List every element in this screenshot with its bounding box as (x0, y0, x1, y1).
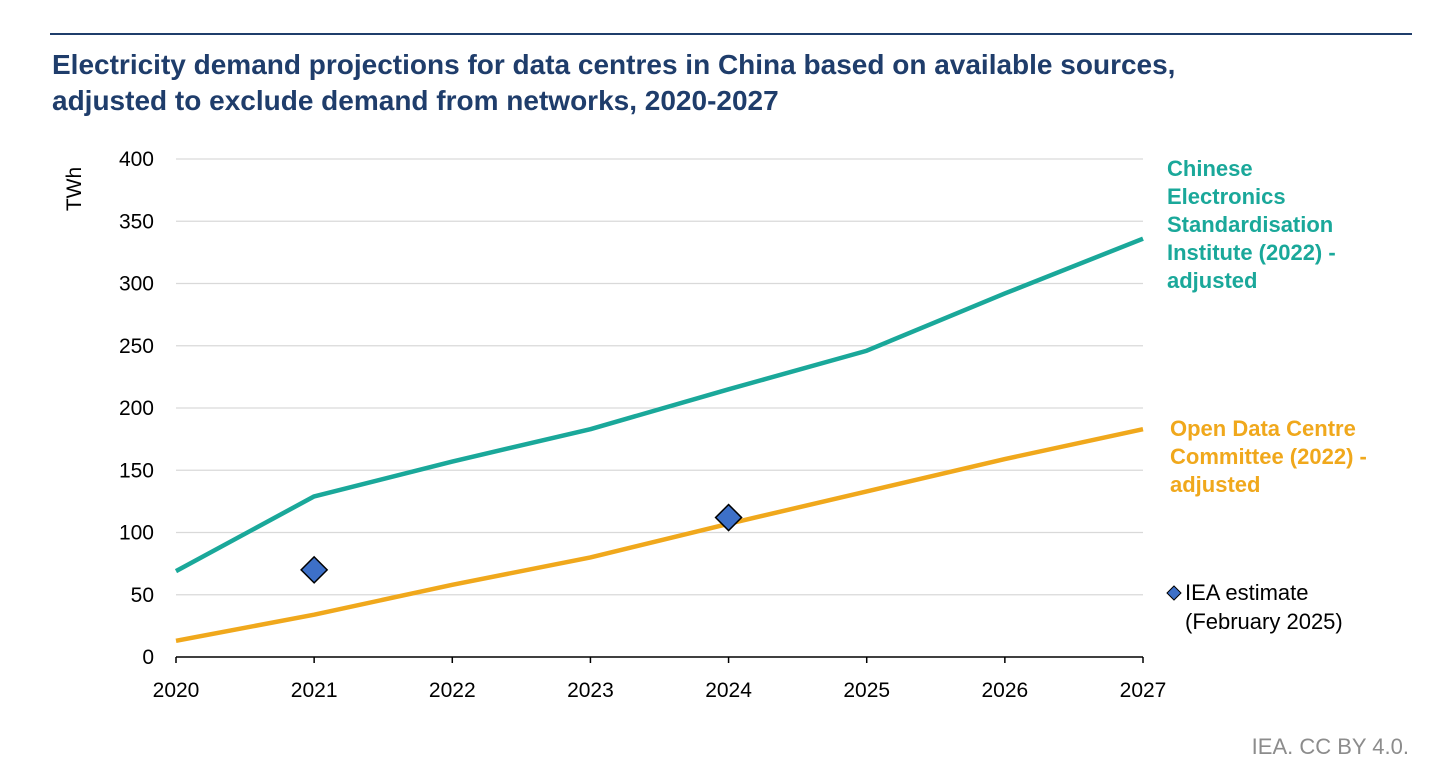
gridlines (176, 158, 1143, 596)
series-label-line: Electronics (1167, 184, 1286, 209)
y-tick-label: 150 (119, 459, 154, 482)
iea-estimate-marker (300, 555, 329, 584)
x-tick-label: 2020 (153, 679, 200, 702)
chart-title-line-1: Electricity demand projections for data … (52, 49, 1176, 80)
series-label-line: adjusted (1167, 268, 1257, 293)
y-tick-labels: 0 50 100 150 200 250 300 350 400 (119, 148, 154, 669)
legend-label-line: (February 2025) (1185, 609, 1343, 634)
series-label-line: adjusted (1170, 472, 1260, 497)
series-lines (174, 236, 1144, 644)
series-line-0 (174, 236, 1144, 574)
series-label-line: Standardisation (1167, 212, 1333, 237)
legend-label-line: IEA estimate (1185, 580, 1309, 605)
legend: IEA estimate (February 2025) (1166, 580, 1343, 634)
series-label-line: Committee (2022) - (1170, 444, 1367, 469)
iea-estimate-marker (714, 503, 743, 532)
series-label-0: Chinese Electronics Standardisation Institu… (1167, 156, 1336, 293)
x-tick-label: 2021 (291, 679, 338, 702)
y-tick-label: 100 (119, 522, 154, 545)
y-tick-label: 200 (119, 397, 154, 420)
x-tick-labels: 2020 2021 2022 2023 2024 2025 2026 2027 (153, 679, 1167, 702)
x-tick-label: 2025 (843, 679, 890, 702)
legend-label: IEA estimate (February 2025) (1185, 580, 1343, 634)
x-tick-label: 2024 (705, 679, 752, 702)
x-tick-label: 2026 (981, 679, 1028, 702)
chart-title: Electricity demand projections for data … (52, 47, 1412, 119)
y-tick-label: 400 (119, 148, 154, 171)
y-tick-label: 50 (131, 584, 154, 607)
series-label-line: Open Data Centre (1170, 416, 1356, 441)
x-tick-label: 2027 (1120, 679, 1167, 702)
y-tick-label: 350 (119, 210, 154, 233)
y-tick-label: 300 (119, 273, 154, 296)
credit-text: IEA. CC BY 4.0. (1251, 734, 1409, 759)
y-tick-label: 250 (119, 335, 154, 358)
series-label-line: Institute (2022) - (1167, 240, 1336, 265)
x-tick-label: 2022 (429, 679, 476, 702)
series-label-1: Open Data Centre Committee (2022) - adjust… (1170, 416, 1367, 497)
x-tick-label: 2023 (567, 679, 614, 702)
chart-title-line-2: adjusted to exclude demand from networks… (52, 85, 779, 116)
series-line-1 (175, 426, 1144, 644)
iea-estimate-markers (300, 503, 743, 584)
y-tick-label: 0 (142, 646, 154, 669)
y-axis-label: TWh (63, 167, 86, 211)
title-rule (50, 33, 1412, 35)
series-labels: Chinese Electronics Standardisation Institu… (1167, 156, 1367, 497)
series-label-line: Chinese (1167, 156, 1253, 181)
axes (175, 656, 1144, 663)
legend-diamond-icon (1166, 585, 1182, 601)
